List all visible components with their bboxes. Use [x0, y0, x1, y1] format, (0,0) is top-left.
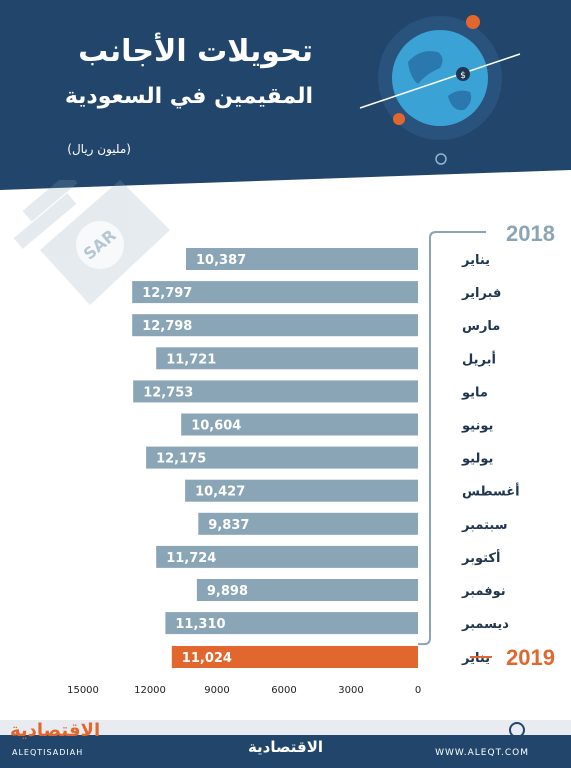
month-label: أغسطس [462, 483, 520, 500]
bar-value-label: 11,724 [166, 551, 216, 566]
footer-bar [0, 735, 571, 768]
unit-label: (مليون ريال) [67, 142, 131, 156]
sar-money-icon: SAR [13, 180, 170, 305]
month-label: نوفمبر [461, 584, 506, 599]
month-label: يناير [461, 253, 490, 268]
bar-chart: 2018 10,387 يناير 12,797 فبراير 12,798 مارس 11,… [67, 221, 555, 696]
bar [165, 612, 418, 635]
bar [132, 281, 418, 304]
globe-icon [509, 722, 525, 738]
month-label: يوليو [461, 452, 493, 467]
month-label: ديسمبر [461, 617, 509, 632]
bar [198, 512, 418, 535]
bar-value-label: 10,387 [196, 253, 246, 268]
bar [171, 646, 418, 668]
x-tick-label: 9000 [204, 685, 229, 696]
bar-value-label: 12,797 [142, 286, 192, 301]
page-title: تحويلات الأجانب [78, 34, 313, 69]
month-label: سبتمبر [461, 518, 508, 533]
brand-center: الاقتصادية [247, 738, 324, 756]
x-tick-label: 6000 [271, 685, 296, 696]
x-tick-label: 15000 [67, 685, 99, 696]
page-subtitle: المقيمين في السعودية [64, 84, 313, 109]
x-tick-label: 3000 [338, 685, 363, 696]
bar-value-label: 12,175 [156, 452, 206, 467]
x-tick-label: 12000 [134, 685, 166, 696]
month-label: أكتوبر [461, 549, 500, 566]
bar-value-label: 11,024 [182, 651, 232, 666]
year-label-2018: 2018 [506, 221, 555, 246]
year-label-2019: 2019 [506, 645, 555, 670]
globe-dollar-icon: $ [359, 15, 521, 165]
bar [156, 347, 418, 370]
month-label: فبراير [461, 286, 501, 301]
bar-value-label: 9,837 [208, 518, 249, 533]
month-label: مايو [461, 385, 488, 400]
website-link[interactable]: WWW.ALEQT.COM [435, 748, 529, 758]
x-tick-label: 0 [415, 685, 421, 696]
month-label: مارس [462, 319, 500, 334]
bar-value-label: 12,753 [143, 385, 193, 400]
svg-text:$: $ [460, 71, 466, 81]
bar [185, 479, 418, 502]
bar [156, 545, 418, 568]
bar-value-label: 11,721 [166, 352, 216, 367]
bar [181, 413, 418, 436]
brand-logo: الاقتصادية [10, 720, 101, 741]
header-banner: $ [0, 0, 571, 190]
bar-value-label: 12,798 [142, 319, 192, 334]
bar-value-label: 10,427 [195, 485, 245, 500]
bar [133, 380, 418, 403]
brand-logo-latin: ALEQTISADIAH [12, 748, 84, 757]
bar [146, 446, 418, 469]
bar-value-label: 11,310 [175, 617, 225, 632]
month-label: يونيو [461, 419, 493, 434]
month-label: يناير [461, 651, 490, 666]
bar [132, 314, 418, 337]
bar [186, 248, 418, 270]
bar [196, 579, 418, 601]
bar-value-label: 9,898 [207, 584, 248, 599]
month-label: أبريل [462, 350, 496, 367]
bracket-2018 [418, 231, 486, 646]
bar-value-label: 10,604 [191, 419, 241, 434]
